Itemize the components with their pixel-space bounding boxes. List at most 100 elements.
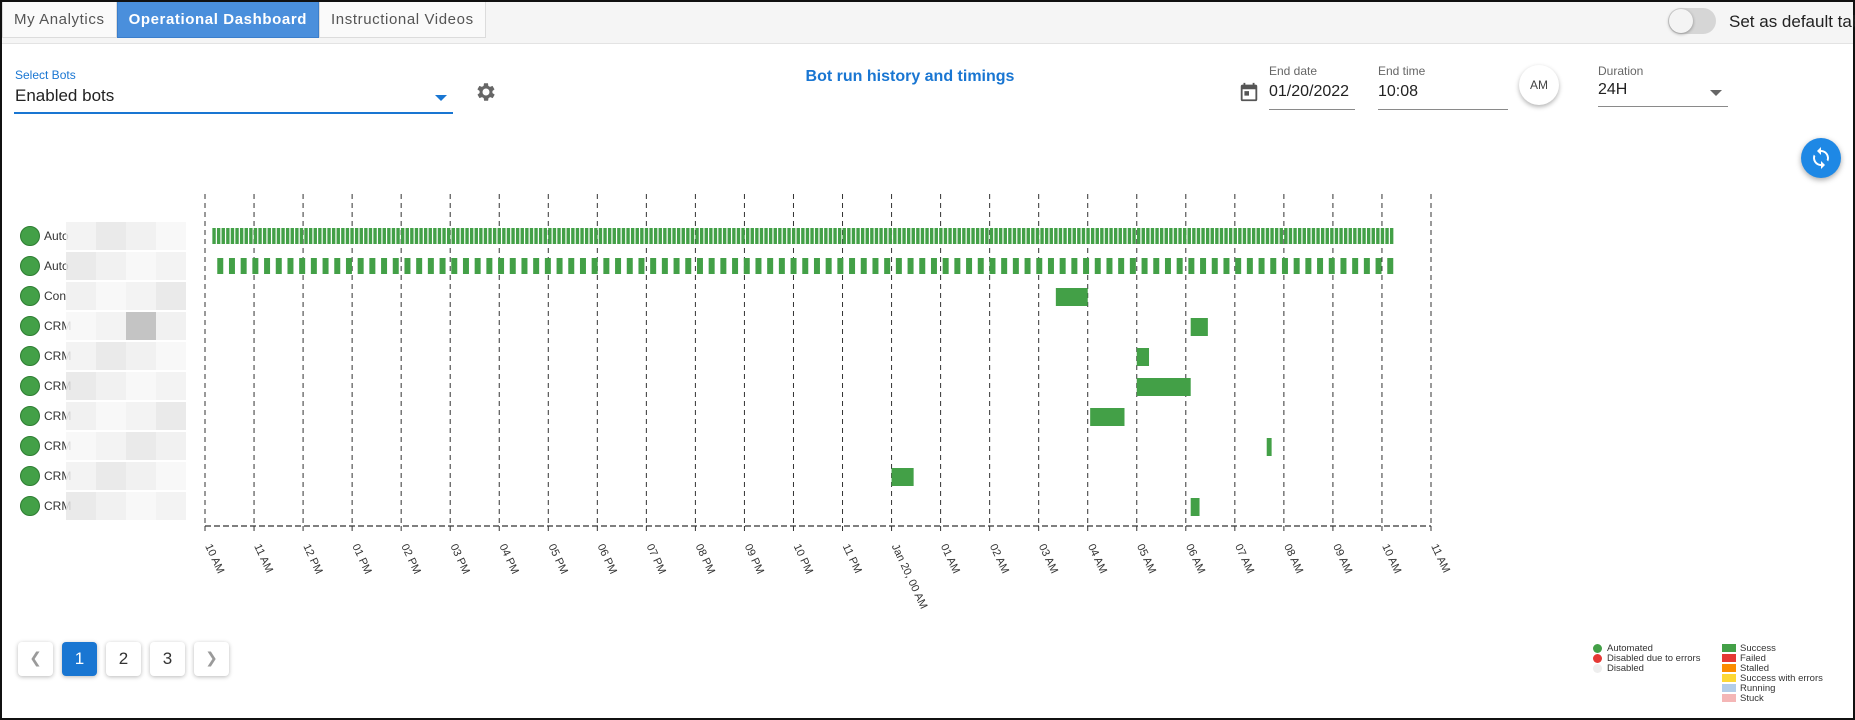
run-bar <box>626 228 630 244</box>
run-bar <box>709 228 713 244</box>
run-bar <box>962 228 966 244</box>
page-button-2[interactable]: 2 <box>106 642 141 676</box>
redacted-block <box>156 312 186 340</box>
run-bar <box>442 228 446 244</box>
run-bar <box>975 228 980 244</box>
run-bar <box>1274 228 1279 244</box>
run-bar <box>392 258 399 274</box>
run-bar <box>767 258 774 274</box>
run-bar <box>842 228 846 244</box>
run-bar <box>1371 228 1375 244</box>
run-bar <box>1305 258 1312 274</box>
run-bar <box>1169 228 1173 244</box>
page-button-3[interactable]: 3 <box>150 642 185 676</box>
run-bar <box>391 228 396 244</box>
run-bar <box>966 258 973 274</box>
redacted-block <box>156 342 186 370</box>
refresh-button[interactable] <box>1801 138 1841 178</box>
redacted-block <box>66 462 96 490</box>
run-bar <box>732 258 739 274</box>
bot-status-dot <box>20 286 40 306</box>
run-bar <box>368 228 373 244</box>
run-bar <box>1176 258 1183 274</box>
run-bar <box>1150 228 1155 244</box>
redacted-block <box>96 492 126 520</box>
run-bar <box>764 228 768 244</box>
run-bar <box>1270 228 1274 244</box>
calendar-icon[interactable] <box>1238 81 1260 103</box>
run-bar <box>603 258 610 274</box>
run-bar <box>1129 258 1136 274</box>
legend-item: Success <box>1722 643 1823 654</box>
default-tab-toggle[interactable] <box>1668 8 1716 34</box>
run-bar <box>439 258 446 274</box>
run-bar <box>663 228 667 244</box>
run-bar <box>252 258 259 274</box>
redacted-block <box>96 402 126 430</box>
bot-status-dot <box>20 466 40 486</box>
next-page-button[interactable]: ❯ <box>194 642 229 676</box>
duration-select[interactable]: 24H <box>1598 76 1728 107</box>
legend-item: Stalled <box>1722 663 1823 674</box>
run-bar <box>736 228 741 244</box>
legend-item: Stuck <box>1722 693 1823 704</box>
status-dot <box>1593 643 1602 653</box>
run-bar <box>837 228 842 244</box>
run-bar <box>1317 258 1324 274</box>
run-bar <box>1164 228 1168 244</box>
select-bots-input[interactable]: Enabled bots <box>14 82 453 114</box>
run-bar <box>1385 228 1389 244</box>
run-bar <box>907 258 914 274</box>
end-time-field[interactable]: 10:08 <box>1378 80 1508 110</box>
run-bar <box>322 228 327 244</box>
pagination: ❮ 1 2 3 ❯ <box>18 642 229 676</box>
redacted-block <box>96 372 126 400</box>
caret-down-icon[interactable] <box>435 95 447 101</box>
x-tick-label: 10 AM <box>202 542 226 575</box>
run-bar <box>322 258 329 274</box>
bot-run-timeline-chart: 10 AM 11 AM 12 PM 01 PM 02 PM 03 PM 04 PM 05 PM… <box>20 194 1452 611</box>
bot-name-label: CRM <box>44 379 71 393</box>
tab-my-analytics[interactable]: My Analytics <box>2 2 117 38</box>
run-bar <box>1196 228 1201 244</box>
run-bar <box>571 228 575 244</box>
run-bar <box>1325 228 1329 244</box>
page-button-1[interactable]: 1 <box>62 642 97 676</box>
run-bar <box>790 258 797 274</box>
prev-page-button[interactable]: ❮ <box>18 642 53 676</box>
tab-operational-dashboard[interactable]: Operational Dashboard <box>116 2 320 38</box>
am-pm-toggle-button[interactable]: AM <box>1519 65 1559 105</box>
run-bar <box>920 228 925 244</box>
run-bar <box>768 228 773 244</box>
run-bar <box>1200 258 1207 274</box>
run-bar <box>217 258 224 274</box>
run-bar <box>865 228 869 244</box>
run-bar <box>977 258 984 274</box>
run-bar <box>345 228 350 244</box>
run-bar <box>1123 228 1127 244</box>
tab-list: My Analytics Operational Dashboard Instr… <box>2 2 486 38</box>
run-bar <box>566 228 570 244</box>
run-bar <box>1376 228 1380 244</box>
tab-instructional-videos[interactable]: Instructional Videos <box>319 2 486 38</box>
run-bar <box>732 228 736 244</box>
toggle-knob <box>1669 9 1693 33</box>
bot-name-label: CRM <box>44 469 71 483</box>
run-bar <box>1279 228 1283 244</box>
legend-item: Automated <box>1593 643 1700 654</box>
redacted-block <box>126 462 156 490</box>
end-date-field[interactable]: 01/20/2022 <box>1269 80 1355 110</box>
run-bar <box>1003 228 1007 244</box>
run-bar <box>906 228 911 244</box>
run-bar <box>849 258 856 274</box>
run-bar <box>690 228 695 244</box>
redacted-block <box>156 282 186 310</box>
run-bar <box>1109 228 1113 244</box>
redacted-block <box>66 282 96 310</box>
run-bar <box>948 228 952 244</box>
gear-icon[interactable] <box>474 80 498 104</box>
run-bar <box>428 228 432 244</box>
run-bar <box>1247 228 1251 244</box>
bot-name-label: Auto <box>44 229 69 243</box>
